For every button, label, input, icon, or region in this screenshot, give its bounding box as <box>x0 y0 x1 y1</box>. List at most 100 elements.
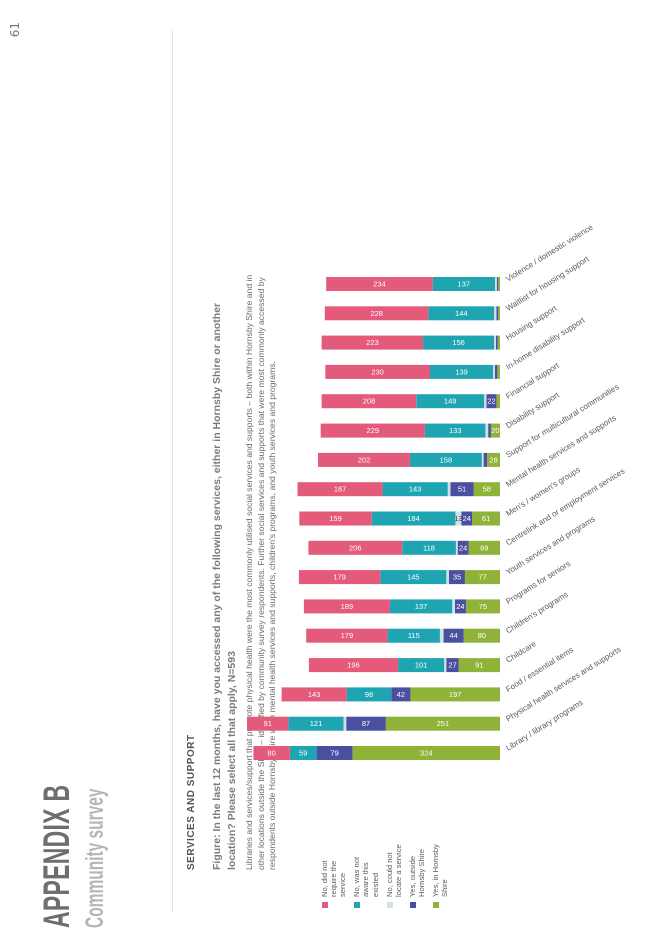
data-label-not-aware: 139 <box>455 367 468 376</box>
legend-label-yes-outside: Yes, outside Hornsby Shire <box>407 848 426 897</box>
bar-segment-not-aware <box>382 482 448 497</box>
bar-segment-not-aware <box>389 599 453 614</box>
bar-segment-not-aware <box>398 658 445 673</box>
bar-segment-could-not-locate <box>444 658 447 673</box>
legend-label-yes-in: Yes, in Hornsby Shire <box>431 844 450 897</box>
legend-item-could-not-locate: No, could not locate a service <box>385 768 403 908</box>
legend-item-yes-in: Yes, in Hornsby Shire <box>431 768 449 908</box>
bar-segment-could-not-locate <box>447 482 451 497</box>
bar-segment-not-require <box>326 277 433 291</box>
bar-segment-not-aware <box>409 452 482 467</box>
data-label-not-aware: 158 <box>440 455 453 464</box>
data-label-not-aware: 115 <box>408 631 420 640</box>
data-label-not-require: 206 <box>349 543 362 552</box>
bar-segment-not-aware <box>424 423 486 438</box>
data-label-not-require: 179 <box>333 573 346 582</box>
chart-legend: No, did not require the service No, was … <box>320 768 454 908</box>
bar-segment-not-require <box>303 599 390 614</box>
bar-segment-yes-in <box>498 277 501 291</box>
bar-segment-yes-outside <box>455 599 466 614</box>
bar-segment-yes-outside <box>495 335 498 350</box>
bar-segment-yes-in <box>458 658 501 673</box>
bar-segment-not-aware <box>288 716 344 731</box>
bar-segment-not-require <box>324 306 429 321</box>
data-label-yes-in: 251 <box>437 719 450 728</box>
bar-segment-yes-outside <box>316 746 353 760</box>
data-label-not-aware: 156 <box>452 338 465 347</box>
bar-segment-yes-outside <box>457 540 469 555</box>
data-label-yes-outside: 24 <box>459 543 467 552</box>
bar-segment-yes-in <box>496 394 500 409</box>
bar-segment-not-require <box>306 628 388 643</box>
data-label-not-require: 223 <box>366 338 379 347</box>
bar-segment-could-not-locate <box>455 540 458 555</box>
legend-swatch-not-aware <box>354 902 361 908</box>
data-label-not-aware: 121 <box>310 719 323 728</box>
category-label: Waitlist for housing support <box>504 254 591 313</box>
data-label-yes-in: 91 <box>475 661 483 670</box>
bar-segment-not-aware <box>428 306 495 321</box>
bar-segment-yes-outside <box>488 423 491 438</box>
data-label-not-require: 189 <box>341 602 354 611</box>
bar-segment-could-not-locate <box>343 716 347 731</box>
bar-segment-not-require <box>281 687 347 702</box>
bar-segment-not-aware <box>387 628 440 643</box>
data-label-not-aware: 59 <box>299 749 307 758</box>
data-label-not-require: 143 <box>308 690 321 699</box>
bar-segment-yes-outside <box>450 482 474 497</box>
bar-segment-yes-in <box>498 306 501 321</box>
bar-segment-not-require <box>318 452 410 467</box>
category-label: Childcare <box>504 639 538 665</box>
data-label-yes-in: 28 <box>489 455 497 464</box>
data-label-yes-in: 69 <box>480 543 488 552</box>
bar-segment-could-not-locate <box>484 394 487 409</box>
data-label-not-aware: 101 <box>415 661 428 670</box>
bar-segment-yes-in <box>497 364 500 379</box>
data-label-not-require: 196 <box>347 661 360 670</box>
bar-segment-yes-outside <box>443 628 464 643</box>
legend-swatch-yes-in <box>433 902 440 908</box>
bar-segment-not-aware <box>402 540 456 555</box>
data-label-yes-outside: 22 <box>487 397 495 406</box>
data-label-not-require: 230 <box>371 367 384 376</box>
data-label-yes-outside: 27 <box>448 661 456 670</box>
bar-segment-not-require <box>308 540 403 555</box>
data-label-not-aware: 137 <box>458 280 471 289</box>
data-label-not-require: 208 <box>363 397 376 406</box>
bar-segment-not-aware <box>429 364 494 379</box>
bar-segment-could-not-locate <box>455 511 462 526</box>
bar-segment-yes-outside <box>483 452 488 467</box>
data-label-not-require: 228 <box>370 309 383 318</box>
data-label-not-require: 179 <box>341 631 354 640</box>
bar-segment-could-not-locate <box>452 599 455 614</box>
category-label: Violence / domestic violence <box>504 222 595 283</box>
bar-segment-could-not-locate <box>446 570 449 585</box>
data-label-yes-outside: 44 <box>449 631 457 640</box>
data-label-not-require: 187 <box>334 485 347 494</box>
bar-segment-yes-outside <box>495 364 498 379</box>
data-label-yes-outside: 79 <box>330 749 338 758</box>
data-label-yes-in: 58 <box>483 485 491 494</box>
data-label-not-aware: 144 <box>455 309 468 318</box>
data-label-could-not-locate: 13 <box>454 514 462 523</box>
legend-label-not-aware: No, was not aware this existed <box>352 856 380 897</box>
data-label-not-require: 202 <box>358 455 371 464</box>
data-label-not-require: 159 <box>329 514 342 523</box>
data-label-yes-in: 324 <box>420 749 433 758</box>
data-label-yes-in: 20 <box>491 426 499 435</box>
category-label: In-home disability support <box>504 315 587 371</box>
bar-segment-not-aware <box>346 687 392 702</box>
legend-label-not-require: No, did not require the service <box>320 860 348 897</box>
bar-segment-yes-in <box>463 628 501 643</box>
data-label-not-aware: 118 <box>423 543 435 552</box>
data-label-yes-in: 197 <box>449 690 462 699</box>
data-label-not-require: 80 <box>267 749 275 758</box>
bar-segment-yes-outside <box>486 394 497 409</box>
data-label-yes-outside: 24 <box>456 602 464 611</box>
bar-segment-not-require <box>297 482 383 497</box>
bar-segment-not-aware <box>416 394 485 409</box>
bar-segment-could-not-locate <box>494 335 496 350</box>
bar-segment-could-not-locate <box>493 364 496 379</box>
bar-segment-yes-outside <box>446 658 459 673</box>
